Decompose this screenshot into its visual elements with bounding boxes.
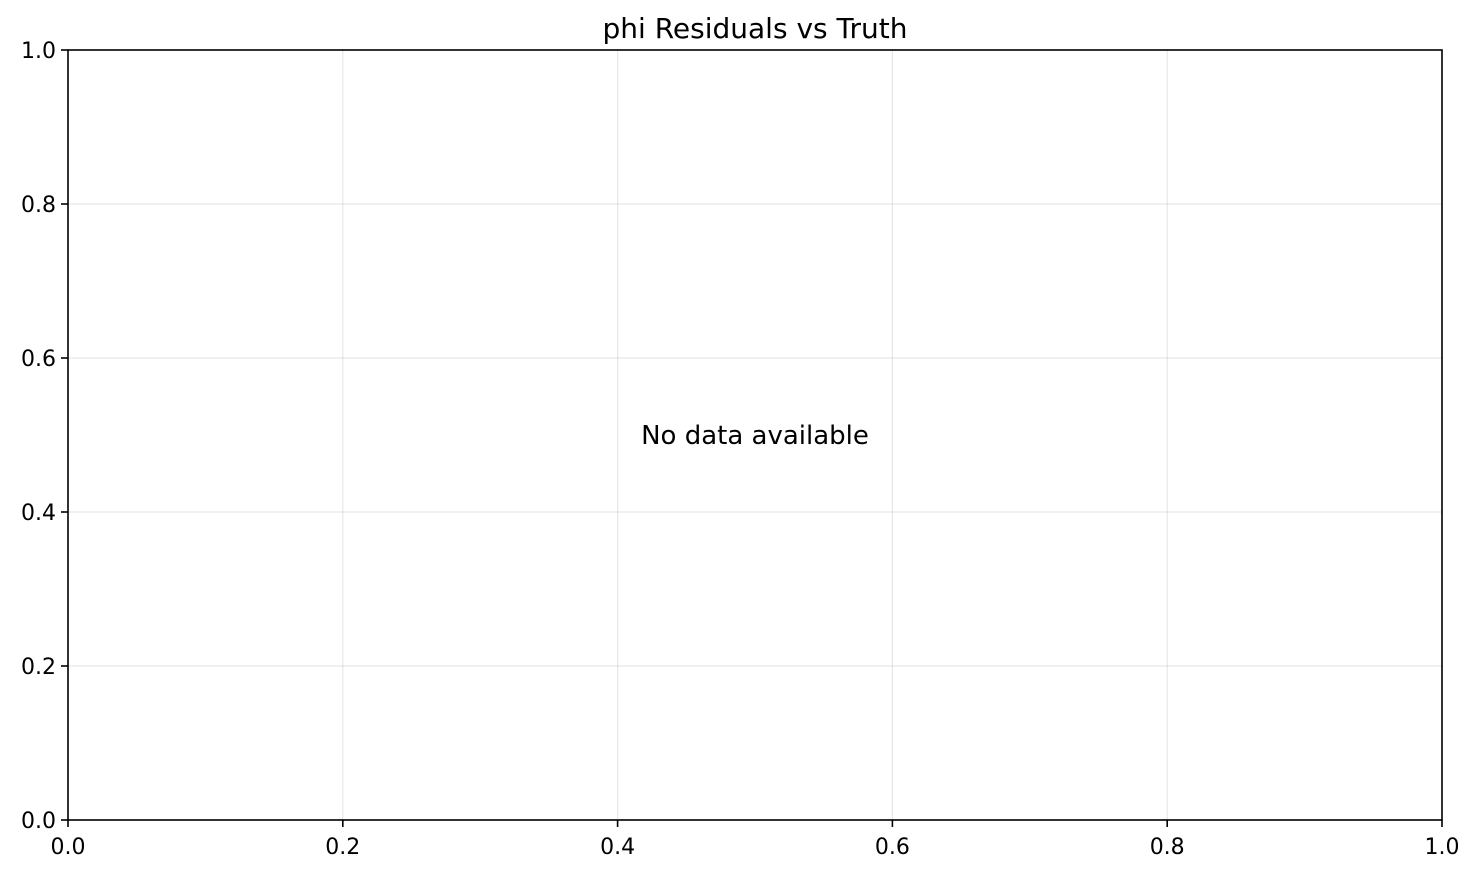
x-tick-label: 1.0 <box>1425 835 1460 860</box>
y-tick-label: 0.4 <box>21 501 56 526</box>
axes-frame <box>67 49 1443 821</box>
x-tick-label: 0.0 <box>51 835 86 860</box>
y-tick-label: 0.6 <box>21 347 56 372</box>
y-tick-label: 0.0 <box>21 809 56 834</box>
chart-title: phi Residuals vs Truth <box>603 12 908 45</box>
x-tick-label: 0.6 <box>875 835 910 860</box>
y-tick-label: 0.2 <box>21 655 56 680</box>
x-tick-label: 0.2 <box>325 835 360 860</box>
ticks-layer: 0.0 0.2 0.4 0.6 0.8 1.0 0.0 0.2 0.4 0.6 0.8 1.0 <box>21 39 1460 860</box>
x-tick-label: 0.4 <box>600 835 635 860</box>
y-tick-label: 0.8 <box>21 193 56 218</box>
x-tick-label: 0.8 <box>1150 835 1185 860</box>
y-tick-label: 1.0 <box>21 39 56 64</box>
no-data-annotation: No data available <box>641 421 869 451</box>
